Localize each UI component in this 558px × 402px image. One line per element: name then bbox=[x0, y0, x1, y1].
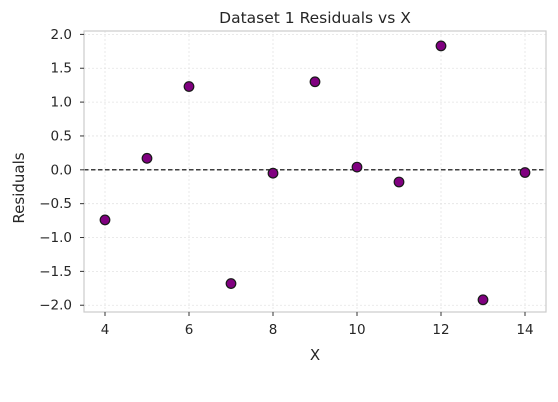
x-tick-label: 12 bbox=[432, 322, 449, 338]
y-axis-label: Residuals bbox=[10, 152, 28, 223]
data-point bbox=[267, 167, 279, 179]
y-tick-label: 1.0 bbox=[51, 95, 72, 111]
data-point bbox=[351, 161, 363, 173]
data-point bbox=[309, 76, 321, 88]
data-points bbox=[99, 40, 531, 306]
data-point bbox=[225, 278, 237, 289]
data-point bbox=[183, 81, 195, 92]
y-tick-label: −2.0 bbox=[39, 298, 72, 314]
x-tick-label: 10 bbox=[348, 322, 365, 338]
data-point bbox=[519, 167, 531, 178]
data-point bbox=[477, 294, 489, 306]
y-tick-label: 0.5 bbox=[51, 128, 72, 144]
y-tick-label: −0.5 bbox=[39, 196, 72, 212]
y-tick-label: −1.0 bbox=[39, 230, 72, 246]
y-tick-label: 1.5 bbox=[51, 61, 72, 77]
x-tick-label: 14 bbox=[516, 322, 533, 338]
y-axis-ticks: −2.0 −1.5 −1.0 −0.5 0.0 0.5 1.0 1.5 2.0 bbox=[39, 27, 84, 314]
chart-title: Dataset 1 Residuals vs X bbox=[219, 9, 411, 27]
x-tick-label: 8 bbox=[269, 322, 278, 338]
x-axis-label: X bbox=[310, 346, 320, 364]
y-tick-label: 0.0 bbox=[51, 162, 72, 178]
y-tick-label: 2.0 bbox=[51, 27, 72, 43]
plot-frame bbox=[83, 30, 547, 313]
data-point bbox=[99, 214, 111, 226]
x-tick-label: 4 bbox=[101, 322, 110, 338]
data-point bbox=[141, 152, 153, 164]
data-point bbox=[393, 176, 405, 188]
x-axis-ticks: 4 6 8 10 12 14 bbox=[101, 312, 534, 338]
y-tick-label: −1.5 bbox=[39, 264, 72, 280]
data-point bbox=[435, 40, 447, 52]
x-tick-label: 6 bbox=[185, 322, 194, 338]
